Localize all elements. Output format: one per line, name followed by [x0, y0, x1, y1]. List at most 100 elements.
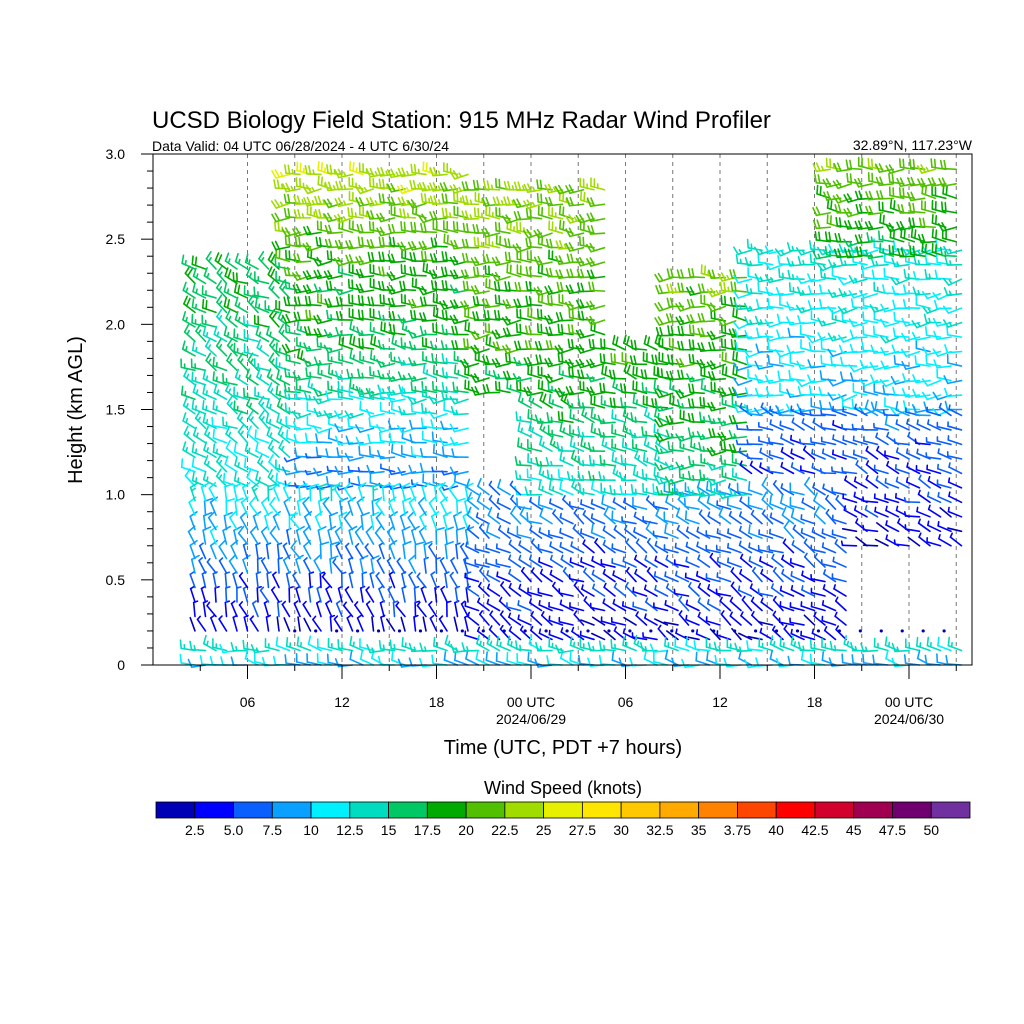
wind-barb — [536, 179, 553, 191]
wind-barb — [757, 544, 774, 554]
wind-barb — [272, 510, 281, 531]
wind-barb — [347, 417, 364, 430]
wind-barb — [224, 483, 234, 502]
wind-barb — [903, 654, 921, 666]
wind-barb — [548, 629, 564, 641]
wind-barb — [653, 466, 669, 481]
wind-barb — [665, 493, 679, 510]
wind-barb — [631, 632, 648, 641]
wind-barb — [918, 474, 931, 489]
wind-barb — [440, 266, 459, 277]
wind-barb — [388, 571, 396, 589]
wind-barb — [462, 280, 480, 292]
wind-barb — [610, 617, 627, 626]
calm-dot — [523, 629, 527, 633]
wind-barb — [905, 448, 921, 460]
wind-barb — [378, 178, 396, 190]
wind-barb — [267, 266, 280, 285]
wind-barb — [429, 182, 448, 192]
wind-barb — [261, 496, 270, 516]
wind-barb — [407, 372, 427, 382]
wind-barb — [305, 452, 322, 459]
wind-barb — [334, 410, 354, 419]
wind-barb — [900, 348, 921, 358]
wind-barb — [189, 482, 199, 502]
wind-barb — [800, 527, 816, 539]
wind-barb — [581, 406, 595, 424]
wind-barb — [721, 467, 737, 481]
wind-barb — [368, 220, 385, 234]
wind-barb — [431, 352, 448, 365]
calm-dot — [607, 629, 611, 633]
wind-barb — [450, 405, 469, 416]
wind-barb — [218, 539, 228, 560]
wind-barb — [377, 339, 396, 350]
wind-barb — [591, 569, 606, 583]
wind-barb — [915, 464, 931, 475]
wind-barb — [295, 380, 312, 394]
wind-barb — [854, 190, 874, 201]
wind-barb — [441, 251, 459, 263]
wind-barb — [443, 650, 459, 666]
wind-barb — [293, 296, 312, 307]
wind-barb — [527, 587, 543, 597]
calm-dot — [460, 629, 464, 633]
wind-barb — [429, 210, 448, 221]
calm-dot — [921, 629, 925, 633]
wind-barb — [547, 424, 564, 438]
wind-barb — [496, 571, 511, 583]
wind-barb — [465, 478, 480, 496]
wind-barb — [418, 240, 438, 251]
wind-barb — [189, 511, 198, 531]
wind-barb — [759, 627, 774, 641]
wind-barb — [579, 630, 595, 641]
wind-barb — [313, 314, 333, 325]
wind-barb — [390, 205, 406, 219]
wind-barb — [558, 588, 574, 597]
wind-barb — [677, 325, 695, 337]
wind-barb — [937, 491, 952, 504]
wind-barb — [663, 621, 679, 626]
wind-barb — [254, 429, 270, 444]
wind-barb — [367, 296, 385, 307]
wind-barb — [587, 641, 606, 652]
wind-barb — [512, 243, 532, 253]
wind-barb — [212, 371, 228, 386]
wind-barb — [476, 477, 490, 496]
wind-barb — [945, 655, 963, 666]
wind-barb — [230, 600, 238, 618]
wind-barb — [643, 334, 658, 351]
wind-barb — [442, 220, 459, 234]
wind-barb — [896, 177, 916, 188]
wind-barb — [577, 654, 595, 666]
wind-barb — [334, 423, 354, 433]
wind-barb — [441, 207, 459, 219]
wind-barb — [654, 316, 674, 326]
wind-barb — [302, 496, 312, 516]
wind-barb — [212, 400, 228, 415]
wind-barb — [391, 482, 401, 502]
wind-barb — [399, 511, 409, 531]
wind-barb — [206, 557, 217, 574]
wind-barb — [927, 419, 942, 431]
wind-barb — [420, 417, 438, 430]
wind-barb — [832, 405, 847, 417]
wind-barb — [410, 381, 427, 394]
wind-barb — [449, 170, 469, 180]
wind-barb — [749, 460, 763, 475]
wind-barb — [378, 542, 385, 560]
wind-barb — [587, 442, 606, 453]
wind-barb — [201, 285, 217, 299]
colorbar-swatch — [698, 801, 738, 819]
wind-barb — [251, 600, 259, 618]
wind-barb — [642, 351, 658, 366]
wind-barb — [864, 399, 879, 417]
wind-barb — [378, 431, 396, 444]
wind-barb — [867, 171, 884, 185]
wind-barb — [754, 246, 774, 256]
wind-barb — [226, 337, 238, 357]
wind-barb — [249, 525, 259, 545]
wind-barb — [244, 649, 259, 666]
wind-barb — [844, 220, 863, 230]
